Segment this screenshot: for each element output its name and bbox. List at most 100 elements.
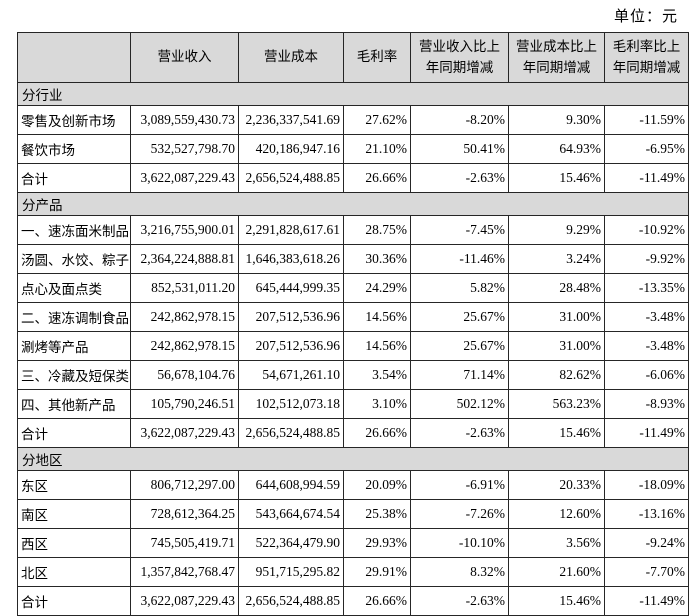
margin-cell: 28.75% (343, 215, 411, 245)
table-row: 涮烤等产品 242,862,978.15 207,512,536.96 14.56% 2… (17, 331, 689, 361)
margin-change-cell: -11.49% (604, 163, 689, 193)
cost-cell: 644,608,994.59 (238, 470, 344, 500)
margin-cell: 26.66% (343, 418, 411, 448)
cost-change-cell: 15.46% (508, 163, 605, 193)
table-header: 营业收入 营业成本 毛利率 营业收入比上年同期增减 营业成本比上年同期增减 毛利… (17, 32, 689, 83)
margin-change-cell: -3.48% (604, 302, 689, 332)
cost-cell: 2,236,337,541.69 (238, 105, 344, 135)
section-header-row: 分产品 (17, 192, 689, 216)
cost-change-cell: 12.60% (508, 499, 605, 529)
revenue-change-cell: -10.10% (410, 528, 509, 558)
row-label: 汤圆、水饺、粽子 (17, 244, 131, 274)
margin-change-cell: -11.49% (604, 418, 689, 448)
row-label: 三、冷藏及短保类 (17, 360, 131, 390)
cost-cell: 543,664,674.54 (238, 499, 344, 529)
cost-cell: 420,186,947.16 (238, 134, 344, 164)
revenue-cell: 1,357,842,768.47 (130, 557, 239, 587)
cost-change-cell: 64.93% (508, 134, 605, 164)
cost-change-cell: 9.29% (508, 215, 605, 245)
row-label: 东区 (17, 470, 131, 500)
margin-change-cell: -10.92% (604, 215, 689, 245)
margin-cell: 29.93% (343, 528, 411, 558)
revenue-change-cell: 71.14% (410, 360, 509, 390)
cost-cell: 2,656,524,488.85 (238, 163, 344, 193)
revenue-cell: 3,216,755,900.01 (130, 215, 239, 245)
row-label: 四、其他新产品 (17, 389, 131, 419)
section-title: 分行业 (17, 82, 689, 106)
row-label: 零售及创新市场 (17, 105, 131, 135)
table-row: 东区 806,712,297.00 644,608,994.59 20.09% -6.9… (17, 470, 689, 500)
table-row: 合计 3,622,087,229.43 2,656,524,488.85 26.66%… (17, 586, 689, 616)
margin-change-cell: -9.92% (604, 244, 689, 274)
cost-cell: 2,291,828,617.61 (238, 215, 344, 245)
table-row: 二、速冻调制食品 242,862,978.15 207,512,536.96 14.5… (17, 302, 689, 332)
row-label: 二、速冻调制食品 (17, 302, 131, 332)
revenue-change-cell: -2.63% (410, 163, 509, 193)
cost-change-cell: 3.24% (508, 244, 605, 274)
revenue-cell: 3,089,559,430.73 (130, 105, 239, 135)
revenue-change-cell: 25.67% (410, 331, 509, 361)
segment-results-table: 营业收入 营业成本 毛利率 营业收入比上年同期增减 营业成本比上年同期增减 毛利… (17, 32, 689, 616)
cost-change-cell: 15.46% (508, 418, 605, 448)
cost-change-header: 营业成本比上年同期增减 (508, 32, 605, 83)
revenue-cell: 56,678,104.76 (130, 360, 239, 390)
row-label: 合计 (17, 418, 131, 448)
margin-cell: 3.10% (343, 389, 411, 419)
revenue-cell: 728,612,364.25 (130, 499, 239, 529)
margin-cell: 29.91% (343, 557, 411, 587)
margin-cell: 25.38% (343, 499, 411, 529)
cost-change-cell: 31.00% (508, 331, 605, 361)
cost-cell: 207,512,536.96 (238, 331, 344, 361)
revenue-change-cell: -2.63% (410, 586, 509, 616)
revenue-header: 营业收入 (130, 32, 239, 83)
cost-cell: 951,715,295.82 (238, 557, 344, 587)
margin-change-cell: -11.59% (604, 105, 689, 135)
cost-cell: 2,656,524,488.85 (238, 418, 344, 448)
margin-cell: 20.09% (343, 470, 411, 500)
cost-change-cell: 21.60% (508, 557, 605, 587)
table-row: 南区 728,612,364.25 543,664,674.54 25.38% -7.2… (17, 499, 689, 529)
cost-cell: 54,671,261.10 (238, 360, 344, 390)
margin-change-cell: -9.24% (604, 528, 689, 558)
row-label: 西区 (17, 528, 131, 558)
margin-change-cell: -18.09% (604, 470, 689, 500)
revenue-cell: 852,531,011.20 (130, 273, 239, 303)
margin-cell: 21.10% (343, 134, 411, 164)
revenue-change-cell: -6.91% (410, 470, 509, 500)
revenue-cell: 3,622,087,229.43 (130, 418, 239, 448)
cost-change-cell: 28.48% (508, 273, 605, 303)
cost-change-cell: 563.23% (508, 389, 605, 419)
table-body: 分行业 零售及创新市场 3,089,559,430.73 2,236,337,541.… (17, 82, 689, 616)
revenue-change-cell: -7.45% (410, 215, 509, 245)
revenue-change-cell: -8.20% (410, 105, 509, 135)
margin-cell: 26.66% (343, 586, 411, 616)
row-label: 南区 (17, 499, 131, 529)
table-row: 四、其他新产品 105,790,246.51 102,512,073.18 3.10%… (17, 389, 689, 419)
margin-change-cell: -6.06% (604, 360, 689, 390)
row-label: 北区 (17, 557, 131, 587)
cost-cell: 102,512,073.18 (238, 389, 344, 419)
row-label: 餐饮市场 (17, 134, 131, 164)
table-row: 北区 1,357,842,768.47 951,715,295.82 29.91% 8.… (17, 557, 689, 587)
margin-cell: 24.29% (343, 273, 411, 303)
cost-change-cell: 31.00% (508, 302, 605, 332)
table-row: 合计 3,622,087,229.43 2,656,524,488.85 26.66%… (17, 163, 689, 193)
cost-header: 营业成本 (238, 32, 344, 83)
section-title: 分产品 (17, 192, 689, 216)
margin-cell: 14.56% (343, 302, 411, 332)
revenue-cell: 242,862,978.15 (130, 331, 239, 361)
cost-cell: 645,444,999.35 (238, 273, 344, 303)
cost-cell: 522,364,479.90 (238, 528, 344, 558)
cost-change-cell: 15.46% (508, 586, 605, 616)
margin-cell: 27.62% (343, 105, 411, 135)
revenue-change-cell: 502.12% (410, 389, 509, 419)
margin-change-cell: -13.16% (604, 499, 689, 529)
table-row: 合计 3,622,087,229.43 2,656,524,488.85 26.66%… (17, 418, 689, 448)
margin-change-cell: -6.95% (604, 134, 689, 164)
row-label: 点心及面点类 (17, 273, 131, 303)
table-row: 点心及面点类 852,531,011.20 645,444,999.35 24.29%… (17, 273, 689, 303)
margin-cell: 3.54% (343, 360, 411, 390)
margin-header: 毛利率 (343, 32, 411, 83)
margin-cell: 14.56% (343, 331, 411, 361)
empty-corner-header (17, 32, 131, 83)
